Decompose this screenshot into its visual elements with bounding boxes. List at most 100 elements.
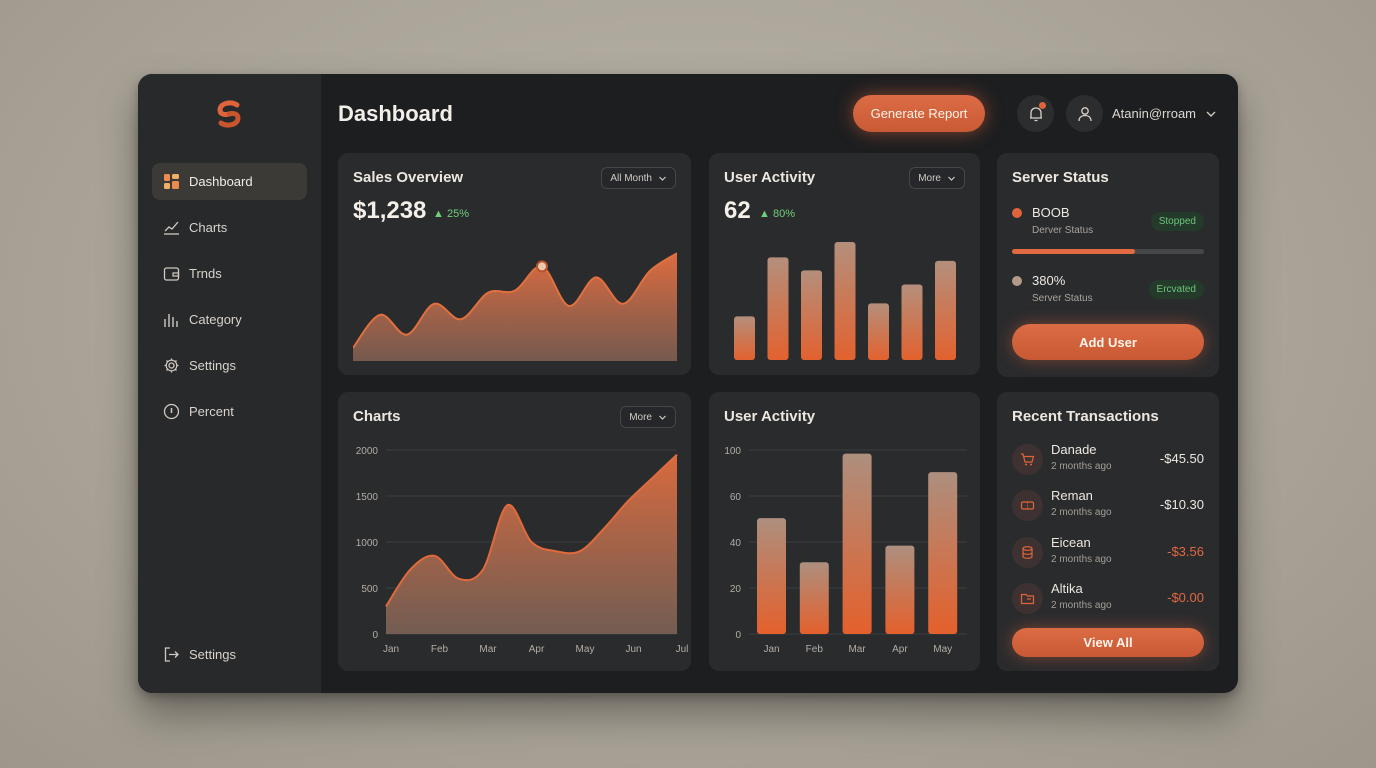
sidebar: Dashboard Charts Trnds Category bbox=[138, 74, 321, 693]
server-sub: Derver Status bbox=[1032, 225, 1094, 236]
transaction-time: 2 months ago bbox=[1051, 554, 1112, 565]
sidebar-item-charts[interactable]: Charts bbox=[152, 209, 307, 246]
card-title: Sales Overview bbox=[353, 169, 464, 186]
up-arrow-icon: ▲ bbox=[759, 208, 770, 220]
avatar[interactable] bbox=[1066, 95, 1103, 132]
charts-area-chart: 0 500 1000 1500 2000 Jan Feb Mar Apr May Jun Jul bbox=[356, 446, 689, 655]
chevron-down-icon bbox=[659, 415, 666, 420]
status-dot bbox=[1012, 276, 1022, 286]
bar bbox=[734, 316, 755, 360]
x-tick-label: Jul bbox=[676, 644, 689, 655]
grid-icon bbox=[164, 174, 179, 189]
cart-icon bbox=[1012, 444, 1043, 475]
transaction-row[interactable]: Reman 2 months ago -$10.30 bbox=[1012, 488, 1204, 524]
bar bbox=[928, 472, 958, 634]
sidebar-item-label: Percent bbox=[189, 404, 234, 419]
user-icon bbox=[1077, 106, 1092, 121]
bar bbox=[799, 562, 829, 634]
sales-value: $1,238 bbox=[353, 197, 427, 224]
y-tick-label: 0 bbox=[735, 630, 741, 641]
sidebar-item-dashboard[interactable]: Dashboard bbox=[152, 163, 307, 200]
logout-icon bbox=[164, 647, 179, 662]
info-icon bbox=[163, 403, 180, 420]
x-tick-label: Feb bbox=[431, 644, 449, 655]
x-tick-label: May bbox=[576, 644, 595, 655]
chevron-down-icon[interactable] bbox=[1205, 108, 1217, 120]
bar-chart-icon bbox=[164, 314, 178, 327]
more-dropdown[interactable]: More bbox=[620, 406, 676, 428]
transaction-name: Altika bbox=[1051, 581, 1083, 596]
server-progress bbox=[1012, 249, 1204, 254]
transaction-time: 2 months ago bbox=[1051, 600, 1112, 611]
sidebar-item-label: Category bbox=[189, 312, 242, 327]
transaction-row[interactable]: Eicean 2 months ago -$3.56 bbox=[1012, 535, 1204, 571]
sales-delta: ▲ 25% bbox=[433, 208, 469, 220]
logo-swirl-icon[interactable] bbox=[213, 98, 245, 130]
user-activity-bar-chart bbox=[734, 242, 956, 360]
bar bbox=[757, 518, 786, 634]
status-dot bbox=[1012, 208, 1022, 218]
series-line bbox=[385, 453, 678, 607]
x-tick-label: Jan bbox=[763, 644, 779, 655]
x-tick-label: Apr bbox=[892, 644, 908, 655]
progress-fill bbox=[1012, 249, 1135, 254]
transaction-row[interactable]: Altika 2 months ago -$0.00 bbox=[1012, 581, 1204, 617]
sidebar-item-category[interactable]: Category bbox=[152, 301, 307, 338]
bell-icon bbox=[1029, 106, 1042, 121]
dropdown-value: More bbox=[918, 172, 941, 184]
transaction-row[interactable]: Danade 2 months ago -$45.50 bbox=[1012, 442, 1204, 478]
month-filter-dropdown[interactable]: All Month bbox=[601, 167, 676, 189]
notifications-button[interactable] bbox=[1017, 95, 1054, 132]
status-badge: Ercvated bbox=[1148, 280, 1204, 299]
user-name[interactable]: Atanin@rroam bbox=[1112, 106, 1197, 121]
user-activity-monthly-bar-chart: 0 20 40 60 100 Jan Feb Mar Apr May bbox=[724, 446, 967, 655]
add-user-button[interactable]: Add User bbox=[1012, 324, 1204, 360]
sidebar-item-settings[interactable]: Settings bbox=[152, 347, 307, 384]
server-name: 380% bbox=[1032, 273, 1066, 288]
delta-label: 25% bbox=[446, 208, 469, 220]
sidebar-item-percent[interactable]: Percent bbox=[152, 393, 307, 430]
bar bbox=[868, 303, 889, 360]
more-dropdown[interactable]: More bbox=[909, 167, 965, 189]
transaction-name: Eicean bbox=[1051, 535, 1091, 550]
sidebar-footer-settings[interactable]: Settings bbox=[152, 636, 307, 673]
y-tick-label: 20 bbox=[730, 584, 742, 595]
card-title: User Activity bbox=[724, 169, 816, 186]
transaction-amount: -$3.56 bbox=[1167, 544, 1204, 559]
transaction-amount: -$0.00 bbox=[1167, 590, 1204, 605]
x-tick-label: Mar bbox=[479, 644, 497, 655]
recent-transactions-card: Recent Transactions Danade 2 months ago … bbox=[997, 392, 1219, 671]
dropdown-value: All Month bbox=[610, 172, 652, 184]
line-chart-icon bbox=[164, 221, 179, 235]
server-status-card: Server Status BOOB Derver Status Stopped… bbox=[997, 153, 1219, 377]
transaction-time: 2 months ago bbox=[1051, 461, 1112, 472]
delta-label: 80% bbox=[772, 208, 795, 220]
server-name: BOOB bbox=[1032, 205, 1070, 220]
bar bbox=[842, 453, 872, 634]
x-tick-label: May bbox=[933, 644, 952, 655]
ticket-icon bbox=[1012, 490, 1043, 521]
y-tick-label: 1500 bbox=[356, 492, 379, 503]
notification-dot bbox=[1039, 102, 1046, 109]
card-title: Charts bbox=[353, 408, 401, 425]
series-line bbox=[353, 252, 677, 349]
view-all-button[interactable]: View All bbox=[1012, 628, 1204, 657]
up-arrow-icon: ▲ bbox=[433, 208, 444, 220]
generate-report-button[interactable]: Generate Report bbox=[853, 95, 985, 132]
y-tick-label: 2000 bbox=[356, 446, 379, 457]
bar bbox=[885, 545, 915, 634]
card-title: User Activity bbox=[724, 408, 816, 425]
sidebar-item-trends[interactable]: Trnds bbox=[152, 255, 307, 292]
transaction-time: 2 months ago bbox=[1051, 507, 1112, 518]
wallet-icon bbox=[163, 267, 180, 281]
bar bbox=[767, 257, 789, 360]
dashboard-window: Dashboard Charts Trnds Category bbox=[138, 74, 1238, 693]
y-tick-label: 60 bbox=[730, 492, 742, 503]
highlight-point bbox=[536, 260, 548, 273]
activity-delta: ▲ 80% bbox=[759, 208, 795, 220]
activity-value: 62 bbox=[724, 197, 751, 224]
chevron-down-icon bbox=[948, 176, 955, 181]
y-tick-label: 100 bbox=[724, 446, 741, 457]
card-title: Recent Transactions bbox=[1012, 408, 1159, 425]
transaction-amount: -$10.30 bbox=[1159, 497, 1204, 512]
